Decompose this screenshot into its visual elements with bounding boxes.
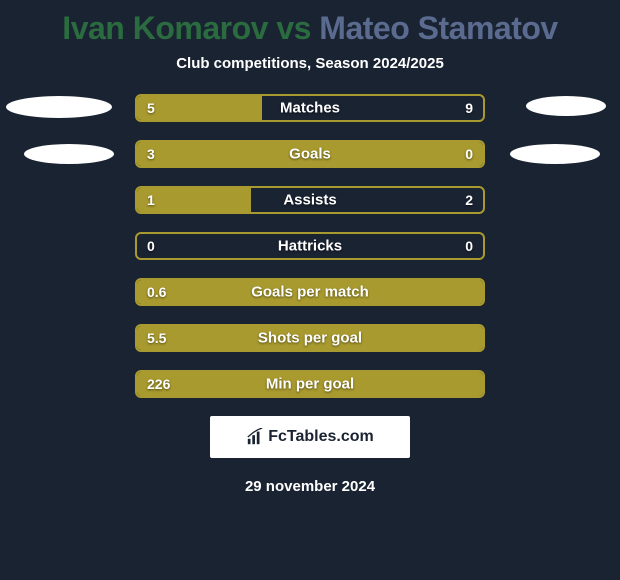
placeholder-oval-right-1 (526, 96, 606, 116)
logo-text: FcTables.com (268, 428, 374, 446)
bar-fill-left (137, 142, 400, 166)
bar-row: 3 Goals 0 (135, 140, 485, 168)
bar-stat-label: Min per goal (266, 376, 354, 393)
bar-row: 226 Min per goal (135, 370, 485, 398)
bar-stat-label: Goals per match (251, 284, 369, 301)
bar-stat-label: Assists (283, 192, 336, 209)
comparison-title: Ivan Komarov vs Mateo Stamatov (0, 0, 620, 47)
bar-value-right: 0 (465, 238, 473, 254)
bar-stat-label: Shots per goal (258, 330, 362, 347)
placeholder-oval-left-2 (24, 144, 114, 164)
bar-value-left: 3 (147, 146, 155, 162)
bar-value-right: 9 (465, 100, 473, 116)
subtitle: Club competitions, Season 2024/2025 (0, 55, 620, 72)
bar-row: 5 Matches 9 (135, 94, 485, 122)
vs-text: vs (268, 10, 319, 46)
bars-container: 5 Matches 9 3 Goals 0 1 Assists 2 0 Hattricks 0 0.6 G… (135, 94, 485, 398)
placeholder-oval-right-2 (510, 144, 600, 164)
chart-area: 5 Matches 9 3 Goals 0 1 Assists 2 0 Hattricks 0 0.6 G… (0, 94, 620, 398)
bar-stat-label: Matches (280, 100, 340, 117)
bar-row: 0.6 Goals per match (135, 278, 485, 306)
bar-value-left: 226 (147, 376, 170, 392)
player1-name: Ivan Komarov (62, 10, 268, 46)
chart-icon (246, 428, 264, 446)
logo-box[interactable]: FcTables.com (210, 416, 410, 458)
placeholder-oval-left-1 (6, 96, 112, 118)
bar-stat-label: Goals (289, 146, 331, 163)
bar-value-left: 1 (147, 192, 155, 208)
bar-row: 5.5 Shots per goal (135, 324, 485, 352)
bar-row: 1 Assists 2 (135, 186, 485, 214)
bar-value-left: 0 (147, 238, 155, 254)
player2-name: Mateo Stamatov (319, 10, 557, 46)
bar-row: 0 Hattricks 0 (135, 232, 485, 260)
bar-stat-label: Hattricks (278, 238, 342, 255)
bar-value-left: 5 (147, 100, 155, 116)
logo: FcTables.com (246, 428, 374, 446)
bar-value-left: 5.5 (147, 330, 166, 346)
bar-value-right: 0 (465, 146, 473, 162)
bar-value-right: 2 (465, 192, 473, 208)
date: 29 november 2024 (0, 478, 620, 495)
bar-value-left: 0.6 (147, 284, 166, 300)
bar-fill-left (137, 96, 262, 120)
